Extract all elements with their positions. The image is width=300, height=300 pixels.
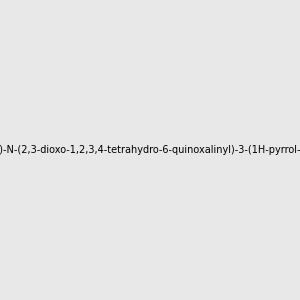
Text: 3-(4-chlorophenyl)-N-(2,3-dioxo-1,2,3,4-tetrahydro-6-quinoxalinyl)-3-(1H-pyrrol-: 3-(4-chlorophenyl)-N-(2,3-dioxo-1,2,3,4-… — [0, 145, 300, 155]
